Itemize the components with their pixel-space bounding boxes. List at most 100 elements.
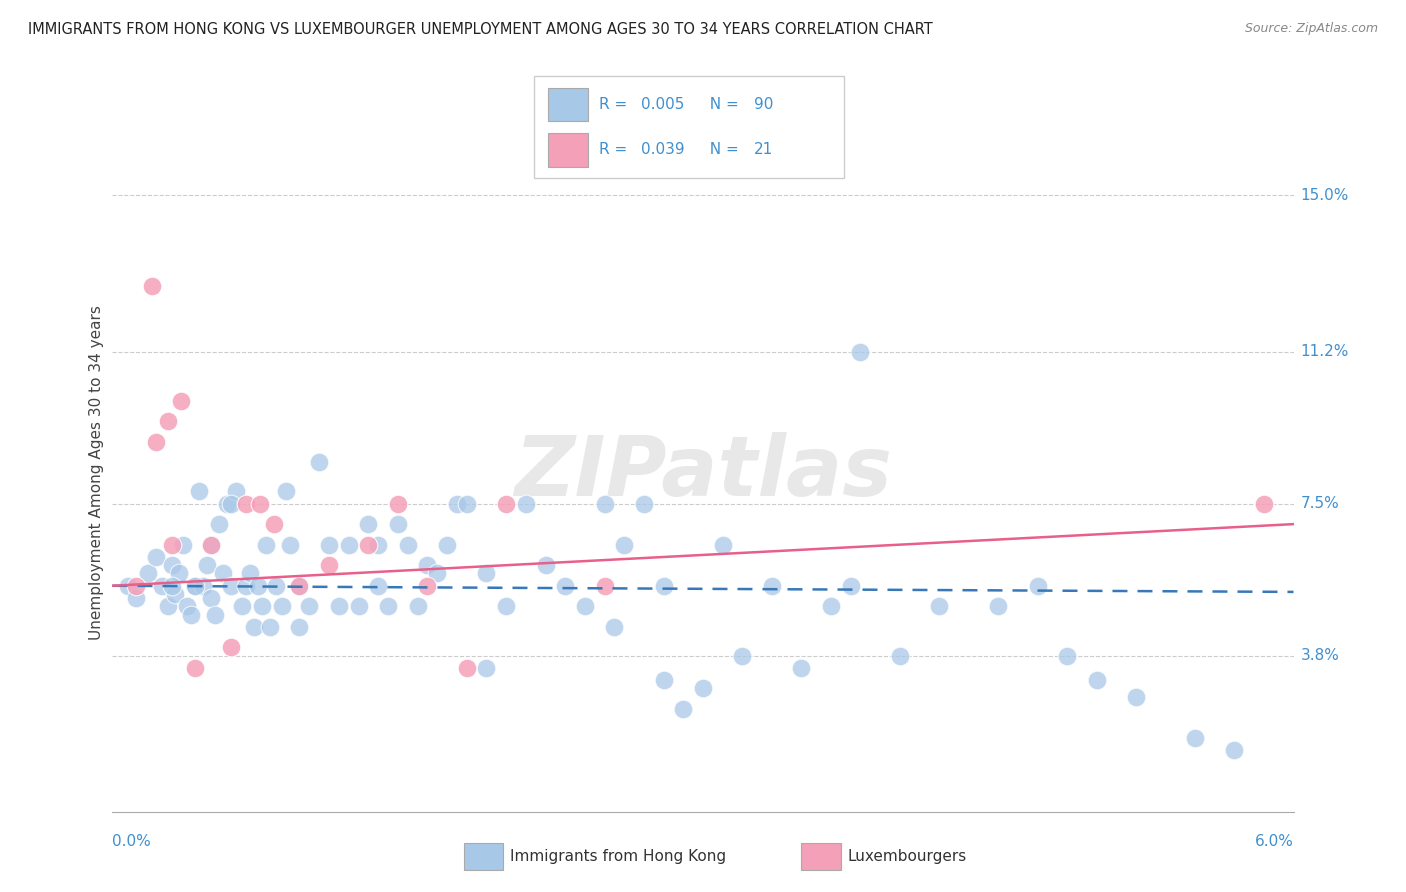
Point [593, 497, 616, 511]
Text: 3.8%: 3.8% [1301, 648, 1340, 663]
Text: Luxembourgers: Luxembourgers [848, 849, 967, 863]
Point [156, 599, 179, 614]
Point [849, 344, 872, 359]
Text: 11.2%: 11.2% [1301, 344, 1348, 359]
Point [219, 579, 242, 593]
Text: 0.039: 0.039 [641, 142, 685, 157]
Point [426, 566, 449, 581]
Y-axis label: Unemployment Among Ages 30 to 34 years: Unemployment Among Ages 30 to 34 years [89, 305, 104, 640]
Point [247, 579, 270, 593]
Point [180, 607, 202, 622]
Text: 6.0%: 6.0% [1254, 834, 1294, 849]
Point [387, 517, 409, 532]
Point [160, 558, 183, 573]
Point [357, 538, 380, 552]
Point [987, 599, 1010, 614]
Point [1085, 673, 1108, 688]
Point [243, 620, 266, 634]
Point [249, 497, 271, 511]
Text: R =: R = [599, 142, 633, 157]
Point [184, 579, 207, 593]
Point [195, 558, 218, 573]
Text: Source: ZipAtlas.com: Source: ZipAtlas.com [1244, 22, 1378, 36]
Point [652, 673, 675, 688]
Point [603, 620, 626, 634]
Point [250, 599, 273, 614]
Point [377, 599, 399, 614]
Point [318, 538, 340, 552]
Text: R =: R = [599, 97, 633, 112]
Point [150, 579, 173, 593]
Point [288, 579, 311, 593]
Point [219, 640, 242, 655]
Point [495, 497, 517, 511]
Point [145, 434, 167, 449]
Point [1184, 731, 1206, 745]
Point [308, 455, 330, 469]
Point [711, 538, 734, 552]
Point [387, 497, 409, 511]
Point [347, 599, 370, 614]
Point [191, 579, 214, 593]
Point [170, 393, 193, 408]
Text: 0.005: 0.005 [641, 97, 685, 112]
Point [889, 648, 911, 663]
Point [554, 579, 576, 593]
Point [184, 661, 207, 675]
Point [208, 517, 231, 532]
Point [169, 566, 191, 581]
Point [475, 661, 498, 675]
Point [200, 591, 222, 605]
Point [211, 566, 233, 581]
Point [456, 661, 478, 675]
Point [672, 702, 695, 716]
Point [495, 599, 517, 614]
Text: 90: 90 [754, 97, 773, 112]
Point [204, 607, 226, 622]
Point [318, 558, 340, 573]
Point [200, 538, 222, 552]
Text: Immigrants from Hong Kong: Immigrants from Hong Kong [510, 849, 727, 863]
Point [1253, 497, 1275, 511]
Point [225, 484, 247, 499]
Point [288, 620, 311, 634]
Point [446, 497, 468, 511]
Point [125, 591, 148, 605]
Point [652, 579, 675, 593]
Point [839, 579, 862, 593]
Point [820, 599, 842, 614]
Text: 0.0%: 0.0% [112, 834, 152, 849]
Point [264, 579, 287, 593]
Text: N =: N = [700, 97, 744, 112]
Point [731, 648, 754, 663]
Text: 15.0%: 15.0% [1301, 188, 1348, 202]
Point [406, 599, 429, 614]
Point [125, 579, 148, 593]
Point [231, 599, 253, 614]
Point [790, 661, 813, 675]
Point [165, 587, 187, 601]
Point [416, 579, 439, 593]
Point [396, 538, 419, 552]
Point [1125, 690, 1147, 704]
Point [633, 497, 655, 511]
Point [200, 538, 222, 552]
Point [184, 579, 207, 593]
Point [475, 566, 498, 581]
Point [692, 681, 714, 696]
Point [337, 538, 360, 552]
Text: N =: N = [700, 142, 744, 157]
Point [254, 538, 277, 552]
Point [172, 538, 194, 552]
Point [357, 517, 380, 532]
Point [156, 414, 179, 428]
Text: IMMIGRANTS FROM HONG KONG VS LUXEMBOURGER UNEMPLOYMENT AMONG AGES 30 TO 34 YEARS: IMMIGRANTS FROM HONG KONG VS LUXEMBOURGE… [28, 22, 932, 37]
Point [367, 579, 389, 593]
Point [270, 599, 292, 614]
Point [235, 579, 257, 593]
Point [259, 620, 281, 634]
Point [928, 599, 950, 614]
Point [298, 599, 321, 614]
Point [574, 599, 596, 614]
Point [235, 497, 257, 511]
